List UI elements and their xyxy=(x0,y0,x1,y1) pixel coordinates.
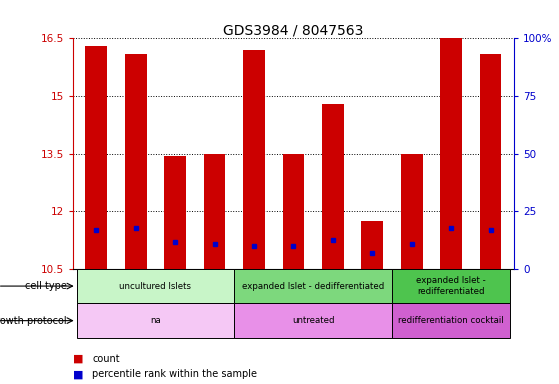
Bar xyxy=(86,46,107,269)
Bar xyxy=(204,154,225,269)
Bar xyxy=(322,104,344,269)
Text: untreated: untreated xyxy=(292,316,334,325)
Bar xyxy=(480,54,501,269)
Text: ■: ■ xyxy=(73,369,83,379)
Bar xyxy=(234,303,392,338)
Bar xyxy=(392,303,510,338)
Bar xyxy=(392,269,510,303)
Bar xyxy=(401,154,423,269)
Text: uncultured Islets: uncultured Islets xyxy=(120,281,192,291)
Bar xyxy=(234,269,392,303)
Text: cell type: cell type xyxy=(25,281,67,291)
Bar xyxy=(440,38,462,269)
Bar xyxy=(125,54,146,269)
Text: expanded Islet - dedifferentiated: expanded Islet - dedifferentiated xyxy=(242,281,385,291)
Bar xyxy=(77,303,234,338)
Bar xyxy=(77,269,234,303)
Bar xyxy=(362,221,383,269)
Text: na: na xyxy=(150,316,161,325)
Bar xyxy=(283,154,304,269)
Text: redifferentiation cocktail: redifferentiation cocktail xyxy=(399,316,504,325)
Text: count: count xyxy=(92,354,120,364)
Bar xyxy=(164,156,186,269)
Bar xyxy=(243,50,265,269)
Title: GDS3984 / 8047563: GDS3984 / 8047563 xyxy=(223,23,364,37)
Text: ■: ■ xyxy=(73,354,83,364)
Text: percentile rank within the sample: percentile rank within the sample xyxy=(92,369,257,379)
Text: growth protocol: growth protocol xyxy=(0,316,67,326)
Text: expanded Islet -
redifferentiated: expanded Islet - redifferentiated xyxy=(416,276,486,296)
